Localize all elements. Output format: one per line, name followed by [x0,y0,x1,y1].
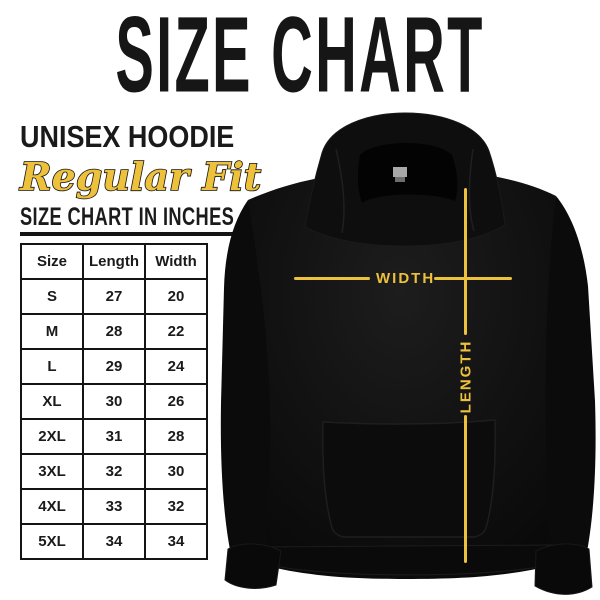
table-row: XL 30 26 [20,383,208,420]
cell-size: 4XL [20,488,84,525]
hoodie-hood-opening [357,143,458,203]
cell-width: 34 [144,523,208,560]
product-name: UNISEX HOODIE [20,119,235,154]
cell-size: S [20,278,84,315]
size-table-header-row: Size Length Width [20,243,208,280]
width-line-right [434,277,512,280]
table-row: M 28 22 [20,313,208,350]
cell-width: 30 [144,453,208,490]
table-caption: SIZE CHART IN INCHES [20,203,235,236]
cell-size: M [20,313,84,350]
table-row: L 29 24 [20,348,208,385]
column-header-size: Size [20,243,84,280]
length-label: LENGTH [457,339,475,413]
size-table-body: S 27 20 M 28 22 L 29 24 XL 30 26 2XL 31 28 3XL 32 30 4XL 33… [20,278,208,560]
hoodie-left-cuff [224,543,282,589]
hoodie-hem-band [258,544,558,576]
cell-length: 31 [82,418,146,455]
length-line-bottom [464,415,467,563]
width-label: WIDTH [376,270,436,287]
neck-label [393,167,407,177]
hoodie-right-cuff [534,543,593,595]
hoodie-hood-crease [335,148,345,234]
cell-width: 20 [144,278,208,315]
hoodie-photo [218,103,600,600]
column-header-length: Length [82,243,146,280]
table-row: 5XL 34 34 [20,523,208,560]
page-title-text: SIZE CHART [115,0,485,116]
hoodie-pocket [322,419,496,538]
cell-length: 28 [82,313,146,350]
cell-size: 5XL [20,523,84,560]
column-header-width: Width [144,243,208,280]
length-line-top [464,188,467,335]
cell-length: 29 [82,348,146,385]
table-row: 3XL 32 30 [20,453,208,490]
table-row: S 27 20 [20,278,208,315]
cell-size: 3XL [20,453,84,490]
cell-size: 2XL [20,418,84,455]
hoodie-illustration [220,112,596,595]
table-row: 2XL 31 28 [20,418,208,455]
table-row: 4XL 33 32 [20,488,208,525]
page-title: SIZE CHART [0,1,600,109]
cell-width: 32 [144,488,208,525]
width-line-left [294,277,370,280]
fit-style-label: Regular Fit [19,153,262,200]
cell-length: 27 [82,278,146,315]
cell-length: 34 [82,523,146,560]
cell-width: 22 [144,313,208,350]
size-table: Size Length Width S 27 20 M 28 22 L 29 24 XL 30 26 2… [20,243,208,560]
cell-width: 28 [144,418,208,455]
left-panel: UNISEX HOODIE Regular Fit SIZE CHART IN … [19,119,262,560]
neck-label-fold [395,177,405,182]
cell-length: 30 [82,383,146,420]
cell-length: 33 [82,488,146,525]
cell-width: 24 [144,348,208,385]
cell-size: L [20,348,84,385]
cell-size: XL [20,383,84,420]
hoodie-hood-crease [468,148,475,232]
cell-length: 32 [82,453,146,490]
cell-width: 26 [144,383,208,420]
